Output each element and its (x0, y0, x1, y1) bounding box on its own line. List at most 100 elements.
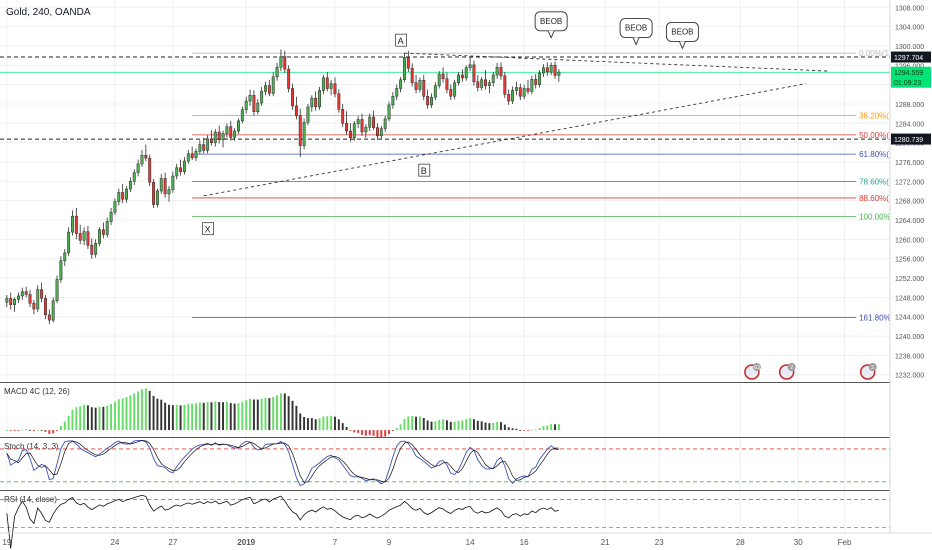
macd-bar (472, 419, 475, 431)
price-badge-label: 01:09:23 (894, 80, 921, 87)
macd-bar (299, 413, 302, 431)
annotations[interactable]: A B X BEOB BEOB BEOB 63 2 2 (202, 11, 877, 380)
price-axis[interactable]: 1232.000 1236.000 1240.000 1244.000 1248.000… (889, 0, 932, 550)
candle-down (476, 81, 480, 88)
macd-bar (144, 388, 147, 431)
candle-up (306, 106, 310, 123)
macd-bar (210, 402, 213, 431)
y-tick-label: 1264.000 (895, 218, 924, 225)
macd-bar (5, 430, 8, 431)
candle-up (487, 82, 491, 86)
candle-up (186, 153, 190, 162)
callout-pointer (632, 37, 640, 46)
y-tick-label: 1288.000 (895, 102, 924, 109)
macd-bar (353, 430, 356, 433)
macd-bar (86, 405, 89, 431)
macd-bar (222, 402, 225, 431)
macd-bar (268, 398, 271, 431)
macd-bar (133, 393, 136, 431)
macd-bar (330, 415, 333, 431)
pane-label: Stoch (14, 3, 3) (4, 442, 59, 451)
trendlines[interactable] (203, 52, 830, 197)
candle-up (171, 175, 175, 190)
candle-down (472, 64, 476, 82)
candle-up (530, 79, 534, 92)
macd-bar (79, 406, 82, 431)
macd-bar (279, 393, 282, 431)
candles (5, 49, 561, 324)
candle-up (329, 83, 333, 89)
candle-up (36, 289, 40, 310)
candle-up (302, 122, 306, 146)
candle-up (221, 133, 225, 140)
price-badge (891, 51, 931, 63)
macd-bar (102, 406, 105, 431)
fib-levels[interactable]: 0.00%(1298.498)38.20%(1285.595)50.00%(12… (192, 49, 930, 322)
candle-down (360, 119, 364, 133)
macd-bar (249, 398, 252, 431)
macd-bar (21, 429, 24, 431)
candle-down (47, 314, 51, 321)
candle-down (210, 138, 213, 143)
candle-down (518, 87, 522, 97)
y-tick-label: 1304.000 (895, 25, 924, 32)
candle-down (217, 131, 221, 140)
macd-bar (341, 423, 344, 431)
macd-bar (391, 430, 394, 432)
macd-bar (442, 419, 445, 431)
candle-up (105, 221, 109, 235)
macd-bar (453, 421, 456, 431)
macd-bar (252, 399, 255, 431)
candle-down (152, 182, 155, 205)
candle-up (557, 71, 561, 76)
macd-bar (276, 395, 279, 431)
y-tick-label: 1232.000 (895, 373, 924, 380)
candle-up (67, 231, 71, 254)
macd-bar (36, 429, 39, 431)
macd-bar (326, 416, 329, 431)
macd-bar (418, 416, 421, 431)
candle-up (109, 212, 113, 222)
macd-bar (345, 427, 348, 431)
candle-down (24, 291, 28, 295)
point-label: X (205, 225, 211, 235)
candle-up (437, 73, 441, 86)
macd-bar (9, 430, 12, 431)
candle-down (345, 123, 349, 132)
macd-bar (376, 430, 379, 438)
candle-up (128, 181, 132, 190)
callout-pointer (547, 30, 555, 39)
candle-up (175, 167, 179, 177)
candle-up (511, 90, 515, 102)
candle-down (283, 56, 287, 70)
macd-bar (314, 419, 317, 431)
macd-bar (546, 425, 549, 431)
candle-down (484, 79, 487, 86)
candle-up (418, 80, 422, 90)
candle-down (44, 298, 47, 316)
macd-bar (98, 406, 101, 431)
candle-up (16, 295, 20, 300)
macd-bar (426, 420, 429, 431)
candle-up (140, 154, 144, 165)
horizontal-lines[interactable] (0, 56, 890, 140)
candle-up (541, 67, 545, 74)
candle-up (59, 260, 63, 280)
macd-bar (125, 396, 128, 431)
point-label: B (421, 166, 427, 176)
macd-bar (337, 419, 340, 431)
time-axis[interactable]: 19 24 27 2019 7 9 14 16 21 23 28 30 Feb (0, 532, 932, 547)
candle-up (468, 64, 472, 68)
macd-bar (256, 399, 259, 431)
candle-up (55, 279, 59, 302)
candle-up (275, 66, 279, 78)
candle-down (294, 105, 298, 116)
event-count-bubble (868, 363, 877, 371)
macd-bar (364, 430, 367, 436)
candle-up (433, 85, 437, 98)
macd-bar (260, 398, 263, 431)
x-tick-label: 2019 (237, 538, 255, 547)
y-tick-label: 1244.000 (895, 315, 924, 322)
macd-bar (306, 418, 309, 431)
